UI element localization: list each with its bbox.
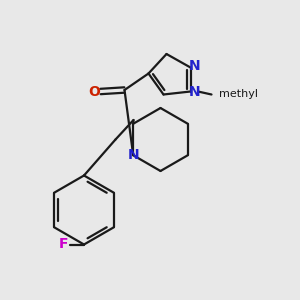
- Text: methyl: methyl: [219, 89, 258, 100]
- Text: N: N: [128, 148, 139, 162]
- Text: F: F: [58, 238, 68, 251]
- Text: N: N: [189, 85, 201, 98]
- Text: N: N: [189, 59, 201, 73]
- Text: O: O: [88, 85, 100, 98]
